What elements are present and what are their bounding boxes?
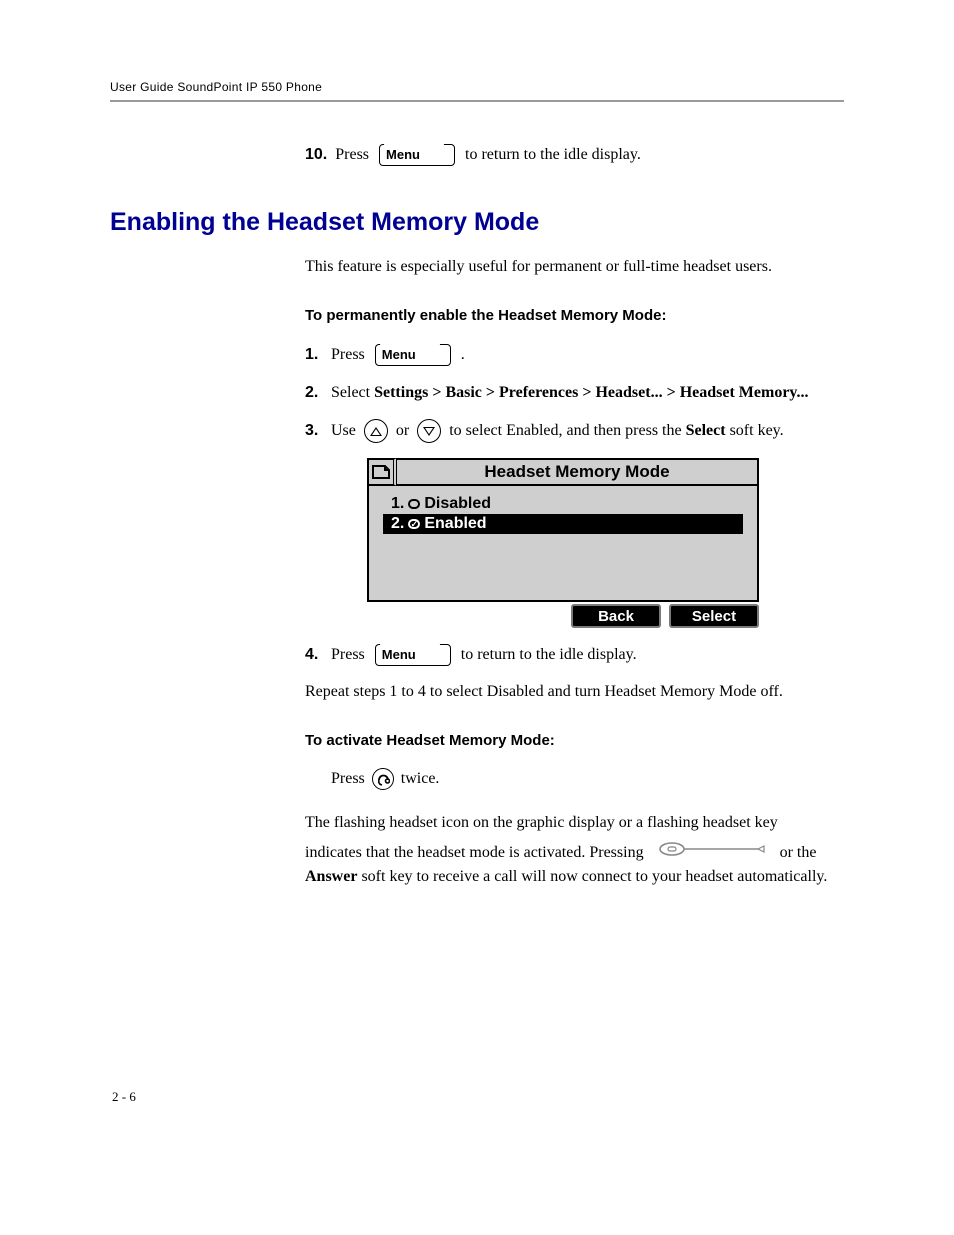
running-header: User Guide SoundPoint IP 550 Phone [110,80,844,94]
down-arrow-icon [417,419,441,443]
softkey-select: Select [669,604,759,628]
step-10-post: to return to the idle display. [465,146,641,163]
step-3-d: Select [686,422,726,439]
subhead-enable: To permanently enable the Headset Memory… [305,307,844,324]
lcd-opt1-num: 1. [391,495,404,513]
step-10-row: 10. Press Menu to return to the idle dis… [305,142,844,168]
lcd-opt1-label: Disabled [424,495,491,513]
step-3-b: or [396,422,409,439]
step-2-path: Settings > Basic > Preferences > Headset… [374,384,808,401]
lcd-option-disabled: 1. Disabled [383,494,743,514]
page-number: 2 - 6 [112,1089,844,1105]
lcd-back-icon [367,458,397,486]
step-3-c: to select Enabled, and then press the [449,422,685,439]
press-twice-line: Press twice. [305,767,844,791]
step-2-pre: Select [331,384,374,401]
repeat-note: Repeat steps 1 to 4 to select Disabled a… [305,680,844,704]
step-2: Select Settings > Basic > Preferences > … [305,380,844,406]
flashing-line: The flashing headset icon on the graphic… [305,811,844,835]
step-10-pre: Press [335,146,369,163]
up-arrow-icon [364,419,388,443]
menu-button-icon: Menu [375,344,451,366]
step-4: Press Menu to return to the idle display… [305,642,844,668]
step-1-post: . [461,346,465,363]
step-10-number: 10. [305,142,327,168]
header-rule [110,100,844,102]
lcd-title: Headset Memory Mode [397,458,759,486]
menu-button-icon: Menu [375,644,451,666]
press-twice-b: twice. [401,770,440,787]
indicates-b: or the [780,844,817,861]
lcd-softkeys: Back Select [367,604,759,628]
step-3: Use or to select Enabled, and then press… [305,418,844,444]
menu-button-icon: Menu [379,144,455,166]
lcd-opt2-label: Enabled [424,515,486,533]
section-title: Enabling the Headset Memory Mode [110,208,844,237]
lcd-screenshot: Headset Memory Mode 1. Disabled 2. ✓ Ena… [367,458,759,628]
step-4-pre: Press [331,646,365,663]
press-twice-a: Press [331,770,365,787]
intro-paragraph: This feature is especially useful for pe… [305,255,844,279]
indicates-d: soft key to receive a call will now conn… [357,868,827,885]
lcd-body: 1. Disabled 2. ✓ Enabled [367,486,759,602]
step-10-body: Press Menu to return to the idle display… [335,142,844,168]
enable-steps-list: Press Menu . Select Settings > Basic > P… [305,342,844,444]
headset-icon [372,768,394,790]
softkey-back: Back [571,604,661,628]
step-1-pre: Press [331,346,365,363]
indicates-c: Answer [305,868,357,885]
step-1: Press Menu . [305,342,844,368]
indicates-a: indicates that the headset mode is activ… [305,844,644,861]
indicates-paragraph: indicates that the headset mode is activ… [305,841,844,889]
enable-steps-list-2: Press Menu to return to the idle display… [305,642,844,668]
radio-empty-icon [408,499,420,509]
lcd-option-enabled: 2. ✓ Enabled [383,514,743,534]
step-4-post: to return to the idle display. [461,646,637,663]
content-column: 10. Press Menu to return to the idle dis… [110,142,844,889]
subhead-activate: To activate Headset Memory Mode: [305,732,844,749]
check-icon: ✓ [408,519,420,529]
step-3-e: soft key. [726,422,784,439]
step-3-a: Use [331,422,356,439]
lcd-opt2-num: 2. [391,515,404,533]
line-key-icon [658,841,766,865]
